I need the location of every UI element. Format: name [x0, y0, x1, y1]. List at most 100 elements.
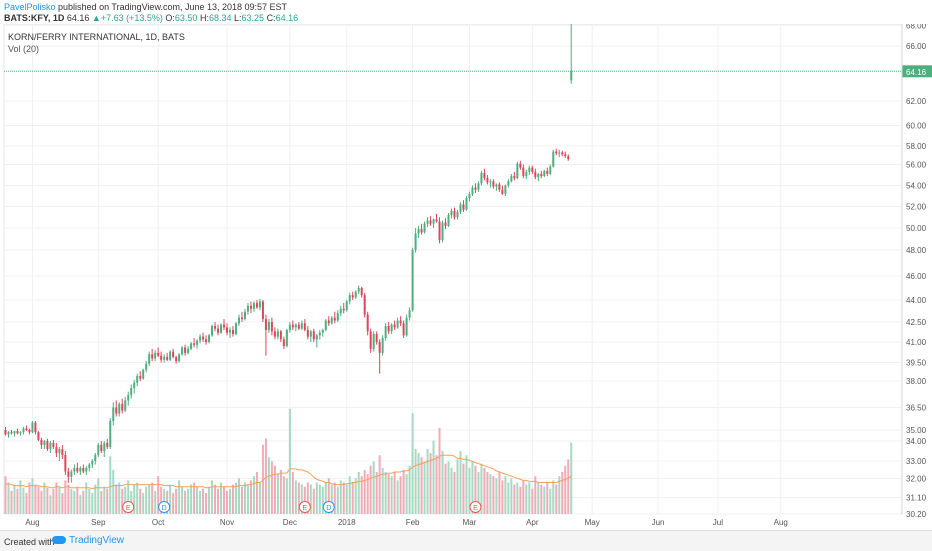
- candle-body: [285, 330, 288, 347]
- price-tick-label: 50.00: [906, 224, 927, 233]
- volume-bar: [31, 478, 34, 514]
- event-marker-label: E: [126, 505, 131, 512]
- candle-body: [46, 441, 49, 449]
- volume-bar: [169, 484, 172, 514]
- volume-bar: [118, 482, 121, 514]
- author-link[interactable]: PavelPolisko: [4, 2, 56, 12]
- candle-body: [408, 310, 411, 318]
- volume-bar: [208, 486, 211, 514]
- volume-bar: [46, 487, 49, 514]
- price-tick-label: 42.50: [906, 318, 927, 327]
- time-tick-label: Jul: [713, 518, 723, 527]
- candle-body: [175, 357, 178, 362]
- volume-bar: [139, 488, 142, 514]
- volume-bar: [558, 476, 561, 514]
- candle-body: [516, 163, 519, 179]
- candle-body: [543, 170, 546, 177]
- volume-bar: [357, 472, 360, 514]
- candle-body: [441, 222, 444, 241]
- price-tick-label: 38.00: [906, 377, 927, 386]
- candle-body: [531, 167, 534, 172]
- candle-body: [220, 324, 223, 333]
- candle-body: [528, 167, 531, 172]
- candle-body: [273, 331, 276, 337]
- volume-bar: [76, 486, 79, 514]
- publish-info: published on TradingView.com, June 13, 2…: [55, 2, 288, 12]
- candle-body: [82, 468, 85, 472]
- candle-body: [13, 431, 16, 434]
- candle-body: [276, 331, 279, 337]
- volume-bar: [549, 488, 552, 514]
- high-value: 68.34: [208, 13, 232, 23]
- price-tick-label: 54.00: [906, 182, 927, 191]
- close-value: 64.16: [275, 13, 299, 23]
- volume-bar: [231, 484, 234, 514]
- volume-bar: [172, 493, 175, 514]
- candle-body: [142, 369, 145, 379]
- price-tick-label: 41.00: [906, 338, 927, 347]
- candle-body: [58, 449, 61, 453]
- volume-bar: [312, 488, 315, 514]
- candle-body: [223, 324, 226, 328]
- volume-bar: [333, 482, 336, 514]
- volume-bar: [61, 493, 64, 514]
- volume-bar: [408, 465, 411, 514]
- price-axis[interactable]: 30.20 31.10 32.00 33.00 34.00 35.00 36.50 38.00…: [901, 4, 927, 519]
- candle-body: [444, 222, 447, 226]
- time-axis[interactable]: Aug Sep Oct Nov Dec 2018 Feb Mar Apr May Jun Jul Aug: [25, 518, 788, 527]
- volume-bar: [252, 476, 255, 514]
- volume-bar: [205, 493, 208, 514]
- volume-bar: [489, 474, 492, 514]
- volume-bar: [4, 476, 7, 514]
- volume-bar: [318, 484, 321, 514]
- candle-body: [85, 468, 88, 472]
- tradingview-logo[interactable]: TradingView: [52, 535, 124, 546]
- volume-bar: [79, 495, 82, 514]
- price-tick-label: 56.00: [906, 161, 927, 170]
- volume-ma-line: [5, 454, 572, 490]
- candle-body: [19, 432, 22, 434]
- volume-bar: [516, 482, 519, 514]
- volume-bar: [282, 476, 285, 514]
- candle-body: [375, 334, 378, 342]
- candle-body: [43, 441, 46, 445]
- candle-body: [306, 330, 309, 337]
- candle-body: [459, 204, 462, 212]
- event-marker-circle: [298, 501, 311, 513]
- volume-bar: [381, 467, 384, 514]
- volume-bar: [273, 465, 276, 514]
- candle-body: [70, 471, 73, 477]
- candle-body: [369, 331, 372, 349]
- candle-body: [537, 173, 540, 178]
- volume-bar: [288, 409, 291, 514]
- volume-bar: [546, 482, 549, 514]
- volume-bar: [294, 480, 297, 514]
- candle-body: [504, 185, 507, 194]
- candle-body: [342, 308, 345, 311]
- candle-body: [208, 335, 211, 342]
- candle-body: [55, 447, 58, 453]
- footer-bar: Created with TradingView: [0, 530, 932, 551]
- candle-body: [381, 338, 384, 353]
- volume-bar: [519, 486, 522, 514]
- price-chart[interactable]: KORN/FERRY INTERNATIONAL, 1D, BATS Vol (…: [0, 4, 932, 530]
- price-tick-label: 62.00: [906, 97, 927, 106]
- price-tick-label: 58.00: [906, 142, 927, 151]
- candle-body: [205, 339, 208, 342]
- volume-bar: [220, 482, 223, 514]
- volume-bar: [276, 474, 279, 514]
- candle-body: [151, 354, 154, 359]
- candle-body: [489, 181, 492, 183]
- volume-bar: [477, 472, 480, 514]
- volume-bar: [249, 480, 252, 514]
- chart-area[interactable]: KORN/FERRY INTERNATIONAL, 1D, BATS Vol (…: [0, 4, 932, 535]
- volume-bar: [537, 482, 540, 514]
- last-price-label: 64.16: [906, 68, 927, 77]
- time-tick-label: Dec: [283, 518, 297, 527]
- volume-bar: [450, 467, 453, 514]
- candle-body: [486, 178, 489, 183]
- candle-body: [324, 320, 327, 330]
- volume-bar: [157, 476, 160, 514]
- price-tick-label: 36.50: [906, 404, 927, 413]
